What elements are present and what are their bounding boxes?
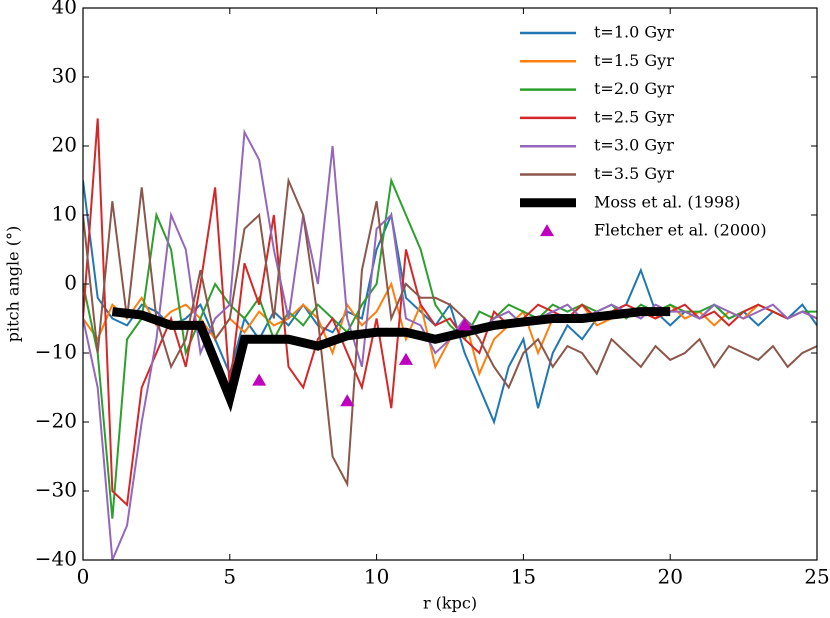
y-tick-label: 40 [52, 0, 77, 19]
x-tick-label: 5 [223, 565, 236, 589]
legend-label: t=3.0 Gyr [594, 136, 674, 155]
legend-label: t=1.0 Gyr [594, 23, 674, 42]
axes-frame [82, 7, 818, 561]
legend-label: t=2.5 Gyr [594, 107, 674, 126]
x-tick-label: 10 [364, 565, 389, 589]
series-line [83, 118, 817, 507]
y-tick-label: −20 [35, 409, 77, 433]
y-tick-label: 20 [52, 133, 77, 157]
data-point [252, 373, 267, 386]
x-axis-label: r (kpc) [423, 594, 477, 613]
data-point [340, 394, 355, 407]
legend-label: Moss et al. (1998) [594, 192, 741, 211]
y-tick-label: −10 [35, 340, 77, 364]
legend-label: t=3.5 Gyr [594, 164, 674, 183]
legend-label: Fletcher et al. (2000) [594, 221, 767, 240]
legend-label: t=1.5 Gyr [594, 51, 674, 70]
legend-label: t=2.0 Gyr [594, 79, 674, 98]
plot-area [83, 118, 817, 560]
series-line [111, 307, 671, 413]
legend-marker [540, 224, 554, 237]
y-tick-label: −40 [35, 547, 77, 571]
y-axis-label: pitch angle (°) [4, 226, 23, 342]
data-point [398, 352, 413, 365]
y-tick-label: −30 [35, 478, 77, 502]
y-tick-label: 10 [52, 202, 77, 226]
y-tick-label: 0 [64, 271, 77, 295]
series-line [83, 176, 817, 519]
y-tick-label: 30 [52, 64, 77, 88]
data-point [457, 318, 472, 331]
x-tick-label: 25 [804, 565, 829, 589]
x-tick-label: 0 [77, 565, 90, 589]
x-tick-label: 15 [511, 565, 536, 589]
x-tick-label: 20 [657, 565, 682, 589]
series-line [83, 176, 817, 488]
